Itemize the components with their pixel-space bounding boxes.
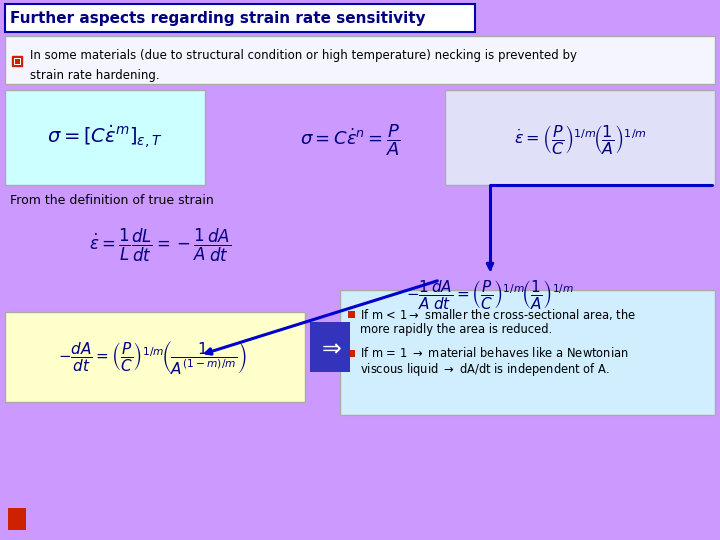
Bar — [348, 350, 355, 357]
FancyBboxPatch shape — [5, 36, 715, 84]
Bar — [12, 56, 22, 66]
Text: strain rate hardening.: strain rate hardening. — [30, 69, 160, 82]
Text: $\dot{\varepsilon}=\left(\dfrac{P}{C}\right)^{1/m}\!\left(\dfrac{1}{A}\right)^{1: $\dot{\varepsilon}=\left(\dfrac{P}{C}\ri… — [513, 124, 647, 157]
Text: $-\dfrac{1}{A}\dfrac{dA}{dt}=\left(\dfrac{P}{C}\right)^{1/m}\!\left(\dfrac{1}{A}: $-\dfrac{1}{A}\dfrac{dA}{dt}=\left(\dfra… — [406, 279, 574, 312]
Text: From the definition of true strain: From the definition of true strain — [10, 193, 214, 206]
Text: $\sigma = \left[C\dot{\varepsilon}^{m}\right]_{\varepsilon,T}$: $\sigma = \left[C\dot{\varepsilon}^{m}\r… — [48, 123, 163, 151]
Text: $\dot{\varepsilon}=\dfrac{1}{L}\dfrac{dL}{dt}=-\dfrac{1}{A}\dfrac{dA}{dt}$: $\dot{\varepsilon}=\dfrac{1}{L}\dfrac{dL… — [89, 226, 231, 264]
Text: viscous liquid $\rightarrow$ dA/dt is independent of A.: viscous liquid $\rightarrow$ dA/dt is in… — [360, 361, 610, 377]
Bar — [348, 311, 355, 318]
Text: If m = 1 $\rightarrow$ material behaves like a Newtonian: If m = 1 $\rightarrow$ material behaves … — [360, 346, 629, 360]
Text: $\sigma = C\dot{\varepsilon}^{n} = \dfrac{P}{A}$: $\sigma = C\dot{\varepsilon}^{n} = \dfra… — [300, 122, 400, 158]
FancyBboxPatch shape — [310, 322, 350, 372]
Text: If m < 1$\rightarrow$ smaller the cross-sectional area, the: If m < 1$\rightarrow$ smaller the cross-… — [360, 307, 636, 321]
Text: $-\dfrac{dA}{dt}=\left(\dfrac{P}{C}\right)^{1/m}\!\left(\dfrac{1}{A^{(1-m)/m}}\r: $-\dfrac{dA}{dt}=\left(\dfrac{P}{C}\righ… — [58, 339, 246, 375]
FancyBboxPatch shape — [5, 90, 205, 185]
Text: more rapidly the area is reduced.: more rapidly the area is reduced. — [360, 323, 552, 336]
FancyBboxPatch shape — [340, 290, 715, 415]
Bar — [14, 58, 19, 64]
Bar — [14, 57, 20, 64]
Text: In some materials (due to structural condition or high temperature) necking is p: In some materials (due to structural con… — [30, 50, 577, 63]
Text: $\Rightarrow$: $\Rightarrow$ — [318, 335, 343, 359]
FancyBboxPatch shape — [445, 90, 715, 185]
Bar — [8, 508, 26, 530]
FancyBboxPatch shape — [5, 312, 305, 402]
FancyBboxPatch shape — [5, 4, 475, 32]
Text: Further aspects regarding strain rate sensitivity: Further aspects regarding strain rate se… — [10, 10, 426, 25]
